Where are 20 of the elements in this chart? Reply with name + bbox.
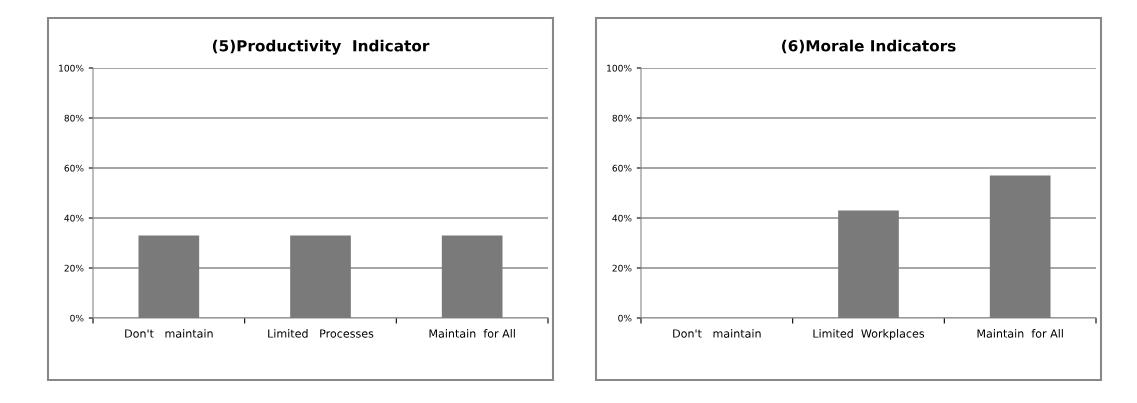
y-tick-label: 100%: [59, 64, 84, 72]
y-tick-label: 100%: [607, 64, 632, 72]
y-tick-label: 40%: [612, 214, 632, 222]
y-tick-label: 20%: [612, 264, 632, 272]
x-tick-label: Maintain for All: [977, 329, 1063, 338]
y-tick-label: 40%: [64, 214, 84, 222]
chart-title: (5)Productivity Indicator: [212, 39, 430, 55]
x-tick-label: Maintain for All: [429, 329, 515, 338]
x-tick-label: Limited Processes: [268, 329, 374, 338]
y-tick-label: 20%: [64, 264, 84, 272]
x-tick-label: Don't maintain: [125, 329, 213, 338]
y-tick-label: 60%: [612, 164, 632, 172]
chart-title: (6)Morale Indicators: [782, 39, 956, 54]
y-tick-label: 60%: [64, 164, 84, 172]
y-tick-label: 0%: [70, 314, 84, 322]
y-tick-label: 80%: [64, 114, 84, 122]
y-tick-label: 80%: [612, 114, 632, 122]
x-tick-label: Limited Workplaces: [813, 329, 925, 340]
x-tick-label: Don't maintain: [673, 329, 761, 338]
y-tick-label: 0%: [618, 314, 632, 322]
